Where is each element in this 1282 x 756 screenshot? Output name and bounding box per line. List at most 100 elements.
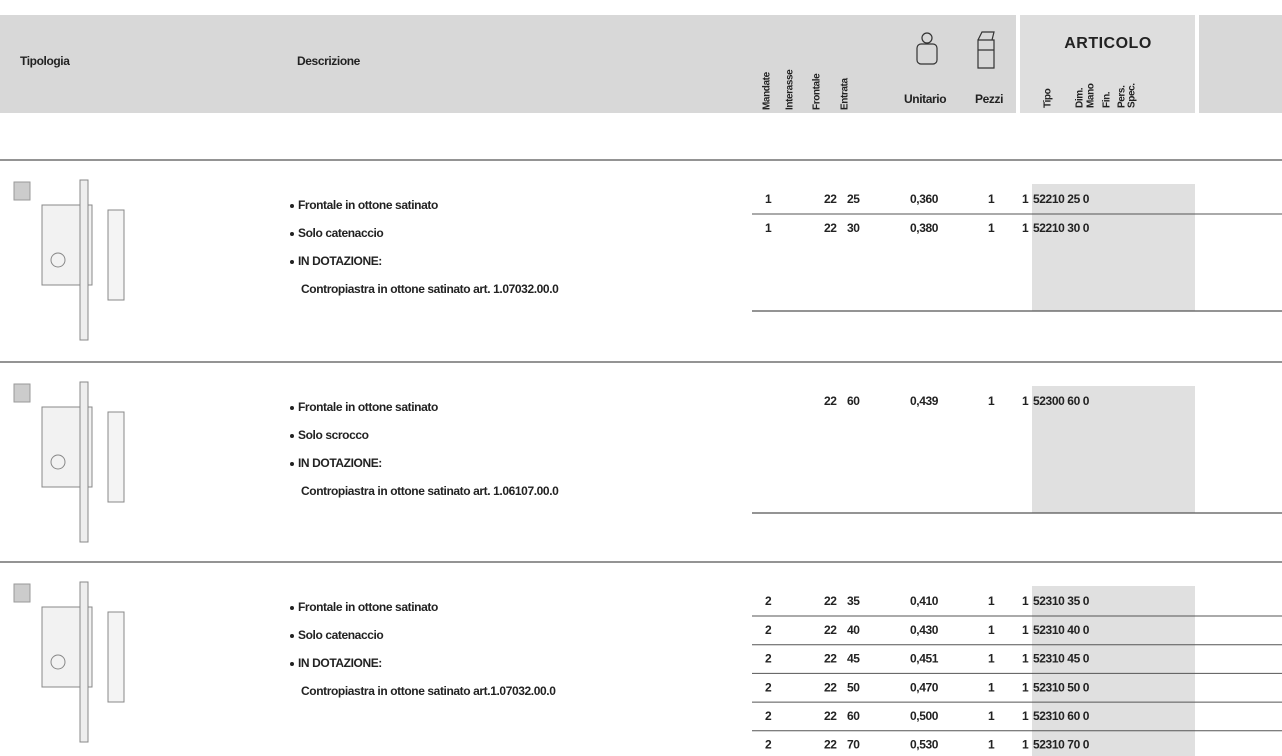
cell-entrata: 35 — [847, 594, 860, 608]
bullet-text: IN DOTAZIONE: — [298, 254, 382, 268]
cell-codice: 52310 50 0 — [1033, 680, 1090, 694]
cell-frontale: 22 — [824, 594, 837, 608]
cell-pezzi: 1 — [988, 394, 995, 408]
lock-cylinder — [50, 252, 66, 268]
image-tag — [13, 583, 31, 603]
box-icon — [977, 31, 995, 69]
articolo-column-header: Mano — [1086, 83, 1097, 108]
cell-frontale: 22 — [824, 680, 837, 694]
cell-pezzi: 1 — [988, 709, 995, 723]
cell-peso: 0,439 — [910, 394, 939, 408]
bullet-dot — [290, 204, 294, 208]
cell-frontale: 22 — [824, 221, 837, 235]
bullet-text: IN DOTAZIONE: — [298, 456, 382, 470]
cell-codice: 52210 25 0 — [1033, 192, 1090, 206]
articolo-column-header: Pers. — [1117, 85, 1128, 108]
cell-entrata: 30 — [847, 221, 860, 235]
note-text: Contropiastra in ottone satinato art.1.0… — [301, 684, 556, 698]
cell-tipo: 1 — [1022, 680, 1029, 694]
image-tag — [13, 383, 31, 403]
cell-entrata: 40 — [847, 623, 860, 637]
cell-mandate: 2 — [765, 594, 772, 608]
column-header: Mandate — [762, 71, 773, 110]
bullet-dot — [290, 434, 294, 438]
cell-entrata: 25 — [847, 192, 860, 206]
cell-entrata: 60 — [847, 394, 860, 408]
articolo-column-header: Spec. — [1127, 83, 1138, 108]
cell-mandate: 2 — [765, 709, 772, 723]
lock-cylinder — [50, 454, 66, 470]
cell-frontale: 22 — [824, 709, 837, 723]
cell-pezzi: 1 — [988, 221, 995, 235]
header-tipologia: Tipologia — [20, 54, 70, 68]
cell-codice: 52310 60 0 — [1033, 709, 1090, 723]
articolo-column-header: Tipo — [1043, 88, 1054, 108]
header-articolo: ARTICOLO — [1064, 35, 1152, 52]
note-text: Contropiastra in ottone satinato art. 1.… — [301, 484, 559, 498]
strike-plate — [107, 611, 125, 703]
column-header: Frontale — [812, 73, 823, 110]
cell-frontale: 22 — [824, 394, 837, 408]
bullet-text: Solo scrocco — [298, 428, 369, 442]
lock-faceplate — [79, 381, 89, 543]
cell-entrata: 45 — [847, 652, 860, 666]
cell-codice: 52210 30 0 — [1033, 221, 1090, 235]
cell-entrata: 50 — [847, 680, 860, 694]
cell-tipo: 1 — [1022, 221, 1029, 235]
cell-pezzi: 1 — [988, 623, 995, 637]
cell-peso: 0,410 — [910, 594, 939, 608]
bullet-dot — [290, 606, 294, 610]
cell-entrata: 70 — [847, 738, 860, 752]
header-pezzi: Pezzi — [975, 92, 1003, 106]
strike-plate — [107, 411, 125, 503]
cell-peso: 0,530 — [910, 738, 939, 752]
articolo-shade — [1032, 586, 1195, 756]
articolo-band — [1020, 15, 1195, 113]
cell-pezzi: 1 — [988, 652, 995, 666]
cell-peso: 0,451 — [910, 652, 939, 666]
cell-mandate: 2 — [765, 652, 772, 666]
bullet-text: Frontale in ottone satinato — [298, 600, 438, 614]
articolo-shade — [1032, 184, 1195, 311]
header-descrizione: Descrizione — [297, 54, 361, 68]
bullet-dot — [290, 260, 294, 264]
header-unitario: Unitario — [904, 92, 946, 106]
bullet-dot — [290, 406, 294, 410]
cell-tipo: 1 — [1022, 623, 1029, 637]
cell-pezzi: 1 — [988, 738, 995, 752]
bullet-dot — [290, 662, 294, 666]
cell-mandate: 2 — [765, 738, 772, 752]
cell-frontale: 22 — [824, 192, 837, 206]
image-tag — [13, 181, 31, 201]
cell-peso: 0,430 — [910, 623, 939, 637]
cell-pezzi: 1 — [988, 594, 995, 608]
cell-frontale: 22 — [824, 738, 837, 752]
cell-mandate: 2 — [765, 680, 772, 694]
strike-plate — [107, 209, 125, 301]
bullet-text: Frontale in ottone satinato — [298, 400, 438, 414]
cell-codice: 52310 70 0 — [1033, 738, 1090, 752]
weight-icon — [916, 32, 938, 65]
lock-faceplate — [79, 581, 89, 743]
bullet-text: Solo catenaccio — [298, 226, 383, 240]
bullet-dot — [290, 634, 294, 638]
cell-peso: 0,360 — [910, 192, 939, 206]
cell-pezzi: 1 — [988, 192, 995, 206]
cell-tipo: 1 — [1022, 738, 1029, 752]
cell-peso: 0,470 — [910, 680, 939, 694]
cell-mandate: 1 — [765, 192, 772, 206]
bullet-dot — [290, 462, 294, 466]
column-header: Entrata — [840, 78, 851, 110]
cell-mandate: 1 — [765, 221, 772, 235]
bullet-text: Frontale in ottone satinato — [298, 198, 438, 212]
cell-entrata: 60 — [847, 709, 860, 723]
articolo-shade — [1032, 386, 1195, 513]
cell-codice: 52310 45 0 — [1033, 652, 1090, 666]
articolo-column-header: Fin. — [1102, 91, 1113, 108]
column-header: Interasse — [785, 69, 796, 110]
cell-tipo: 1 — [1022, 394, 1029, 408]
bullet-text: Solo catenaccio — [298, 628, 383, 642]
articolo-column-header: Dim. — [1075, 87, 1086, 108]
